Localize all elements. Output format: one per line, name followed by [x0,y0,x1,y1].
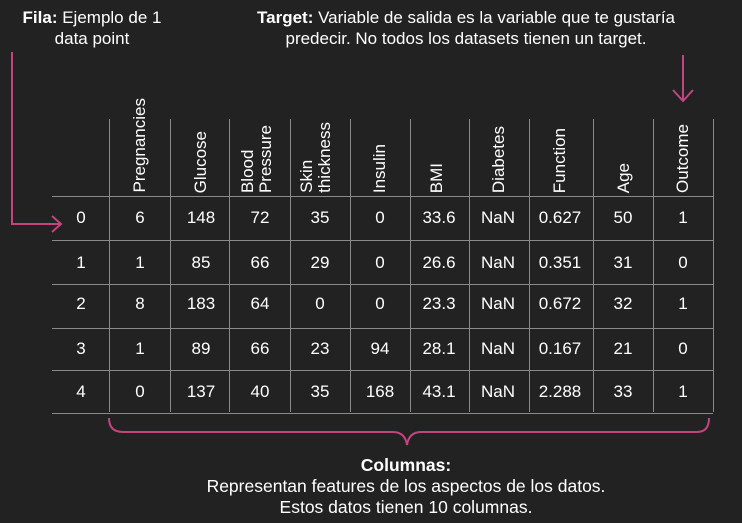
grid-line-vertical [170,119,171,412]
target-annotation: Target: Variable de salida es la variabl… [205,7,727,49]
table-cell: 26.6 [422,253,456,272]
table-cell: 0 [678,339,688,358]
table-cell: 0.627 [538,208,582,227]
grid-line-vertical [593,119,594,412]
target-annotation-text-2: predecir. No todos los datasets tienen u… [285,29,647,48]
table-cell: 64 [250,294,270,313]
columns-annotation: Columnas: Representan features de los as… [120,455,692,518]
table-cell: 0 [375,253,385,272]
row-index: 1 [76,253,86,272]
columns-annotation-label: Columnas: [360,455,452,475]
table-cell: NaN [480,253,515,272]
table-cell: 2.288 [538,382,582,401]
table-cell: 0.167 [538,339,582,358]
table-cell: 1 [135,253,145,272]
row-annotation-text-2: data point [54,29,130,48]
row-arrow-icon [11,52,60,225]
grid-line-vertical [410,119,411,412]
table-cell: NaN [480,294,515,313]
table-cell: 33.6 [422,208,456,227]
table-cell: 183 [186,294,216,313]
table-cell: 33 [613,382,633,401]
table-cell: 1 [678,208,688,227]
table-cell: 6 [135,208,145,227]
column-header: Skin thickness [297,122,334,193]
table-cell: 0.351 [538,253,582,272]
column-header: BMI [427,162,446,193]
grid-line-horizontal [52,413,713,414]
table-cell: 1 [135,339,145,358]
grid-line-vertical [713,119,714,412]
column-header: Blood Pressure [238,124,275,193]
table-cell: 137 [186,382,216,401]
table-cell: 0.672 [538,294,582,313]
table-cell: 35 [310,382,330,401]
row-index: 3 [76,339,86,358]
table-cell: 0 [315,294,325,313]
row-index: 4 [76,382,86,401]
row-arrowhead-icon [51,215,63,233]
grid-line-vertical [229,119,230,412]
table-cell: 1 [678,294,688,313]
table-cell: 31 [613,253,633,272]
columns-annotation-text: Representan features de los aspectos de … [206,476,606,496]
table-cell: 66 [250,339,270,358]
table-cell: 23.3 [422,294,456,313]
table-cell: 148 [186,208,216,227]
column-header: Insulin [370,143,389,193]
grid-line-vertical [290,119,291,412]
grid-line-vertical [529,119,530,412]
table-cell: 29 [310,253,330,272]
target-arrowhead-icon [672,89,694,103]
table-cell: 89 [191,339,211,358]
row-index: 2 [76,294,86,313]
table-cell: 21 [613,339,633,358]
table-cell: 0 [375,208,385,227]
table-cell: NaN [480,339,515,358]
row-annotation-label: Fila: [22,8,58,27]
row-annotation: Fila: Ejemplo de 1 data point [4,7,180,49]
table-cell: NaN [480,382,515,401]
grid-line-horizontal [52,328,713,329]
table-cell: 28.1 [422,339,456,358]
grid-line-vertical [109,119,110,412]
table-cell: 35 [310,208,330,227]
column-header: Pregnancies [130,98,149,193]
columns-brace-icon [108,417,710,446]
table-cell: 8 [135,294,145,313]
grid-line-vertical [653,119,654,412]
columns-annotation-text-2: Estos datos tienen 10 columnas. [279,497,533,517]
column-header: Diabetes [489,125,508,193]
grid-line-vertical [469,119,470,412]
column-header: Function [550,127,569,193]
grid-line-horizontal [52,284,713,285]
table-cell: 168 [365,382,395,401]
table-cell: 1 [678,382,688,401]
target-annotation-text: Variable de salida es la variable que te… [313,8,675,27]
row-index: 0 [76,208,86,227]
grid-line-vertical [350,119,351,412]
table-cell: 0 [135,382,145,401]
column-header: Outcome [673,124,692,193]
table-cell: 32 [613,294,633,313]
table-cell: 40 [250,382,270,401]
table-cell: 43.1 [422,382,456,401]
table-cell: NaN [480,208,515,227]
column-header: Glucose [191,130,210,193]
table-cell: 0 [375,294,385,313]
target-annotation-label: Target: [257,8,314,27]
row-annotation-text: Ejemplo de 1 [57,8,162,27]
grid-line-horizontal [52,196,713,197]
column-header: Age [614,162,633,193]
table-cell: 0 [678,253,688,272]
table-cell: 85 [191,253,211,272]
grid-line-horizontal [52,370,713,371]
table-cell: 23 [310,339,330,358]
table-cell: 66 [250,253,270,272]
grid-line-horizontal [52,240,713,241]
table-cell: 50 [613,208,633,227]
table-cell: 72 [250,208,270,227]
table-cell: 94 [370,339,390,358]
